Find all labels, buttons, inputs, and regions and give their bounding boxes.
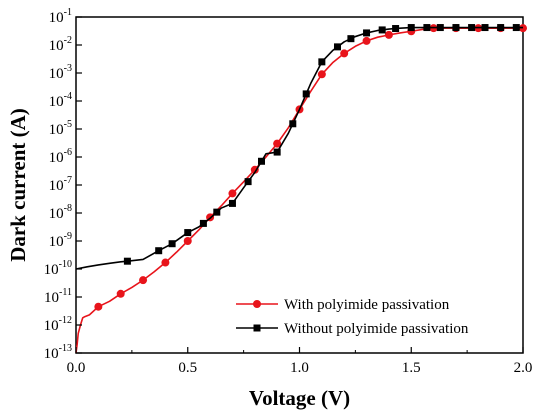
data-point-without-polyimide <box>452 24 460 32</box>
x-tick-label: 1.0 <box>290 360 309 376</box>
legend-label-without-polyimide: Without polyimide passivation <box>284 321 469 337</box>
x-tick-label: 0.5 <box>178 360 197 376</box>
data-point-without-polyimide <box>423 24 431 32</box>
data-point-without-polyimide <box>244 178 252 186</box>
legend-marker-without-polyimide <box>253 324 261 332</box>
data-point-with-polyimide <box>340 49 349 58</box>
y-axis-title: Dark current (A) <box>6 108 30 262</box>
data-point-without-polyimide <box>155 247 163 255</box>
y-tick-label: 10-4 <box>49 91 72 110</box>
legend: With polyimide passivation Without polyi… <box>236 297 469 337</box>
data-point-with-polyimide <box>116 289 125 298</box>
series-with-polyimide <box>75 24 527 354</box>
data-point-with-polyimide <box>161 258 170 267</box>
data-point-without-polyimide <box>363 29 371 37</box>
data-point-without-polyimide <box>407 24 415 32</box>
data-point-with-polyimide <box>228 189 237 198</box>
data-point-without-polyimide <box>168 240 176 248</box>
legend-entry-without-polyimide: Without polyimide passivation <box>236 321 469 337</box>
y-tick-label: 10-11 <box>44 287 72 306</box>
y-tick-label: 10-9 <box>49 231 72 250</box>
x-tick-label: 1.5 <box>402 360 421 376</box>
y-axis: 10-13 10-12 10-11 10-10 10-9 10-8 10-7 10-6 10-5… <box>44 7 82 362</box>
legend-label-with-polyimide: With polyimide passivation <box>284 297 450 313</box>
data-point-without-polyimide <box>481 24 489 32</box>
series-without-polyimide <box>75 24 523 270</box>
data-point-without-polyimide <box>289 120 297 128</box>
y-tick-label: 10-2 <box>49 35 72 54</box>
y-tick-label: 10-5 <box>49 119 72 138</box>
y-tick-label: 10-1 <box>49 7 72 26</box>
data-point-without-polyimide <box>468 24 476 32</box>
series-line-without-polyimide <box>75 26 523 270</box>
data-point-with-polyimide <box>94 302 103 311</box>
x-axis: 0.0 0.5 1.0 1.5 2.0 <box>67 347 533 376</box>
x-tick-label: 0.0 <box>67 360 86 376</box>
data-point-without-polyimide <box>213 208 221 216</box>
y-tick-label: 10-3 <box>49 63 72 82</box>
data-point-without-polyimide <box>378 26 386 34</box>
y-tick-label: 10-10 <box>44 259 72 278</box>
series-layer <box>75 24 527 354</box>
y-tick-label: 10-8 <box>49 203 72 222</box>
data-point-without-polyimide <box>347 35 355 43</box>
data-point-without-polyimide <box>258 157 266 165</box>
y-tick-label: 10-12 <box>44 315 72 334</box>
data-point-without-polyimide <box>228 199 236 207</box>
data-point-with-polyimide <box>362 36 371 45</box>
data-point-without-polyimide <box>123 257 131 265</box>
legend-marker-with-polyimide <box>253 300 261 308</box>
data-point-without-polyimide <box>302 90 310 98</box>
y-tick-label: 10-6 <box>49 147 72 166</box>
data-point-without-polyimide <box>273 148 281 156</box>
data-point-without-polyimide <box>436 24 444 32</box>
x-tick-label: 2.0 <box>514 360 533 376</box>
data-point-without-polyimide <box>318 58 326 66</box>
data-point-without-polyimide <box>333 43 341 51</box>
data-point-without-polyimide <box>392 25 400 33</box>
data-point-with-polyimide <box>384 30 393 39</box>
data-point-without-polyimide <box>199 219 207 227</box>
data-point-without-polyimide <box>184 229 192 237</box>
data-point-without-polyimide <box>512 24 520 32</box>
x-axis-title: Voltage (V) <box>249 386 350 410</box>
y-tick-label: 10-13 <box>44 343 72 362</box>
y-tick-label: 10-7 <box>49 175 72 194</box>
data-point-with-polyimide <box>317 70 326 79</box>
data-point-without-polyimide <box>497 24 505 32</box>
data-point-with-polyimide <box>139 276 148 285</box>
legend-entry-with-polyimide: With polyimide passivation <box>236 297 450 313</box>
data-point-with-polyimide <box>183 237 192 245</box>
data-point-with-polyimide <box>273 139 282 148</box>
